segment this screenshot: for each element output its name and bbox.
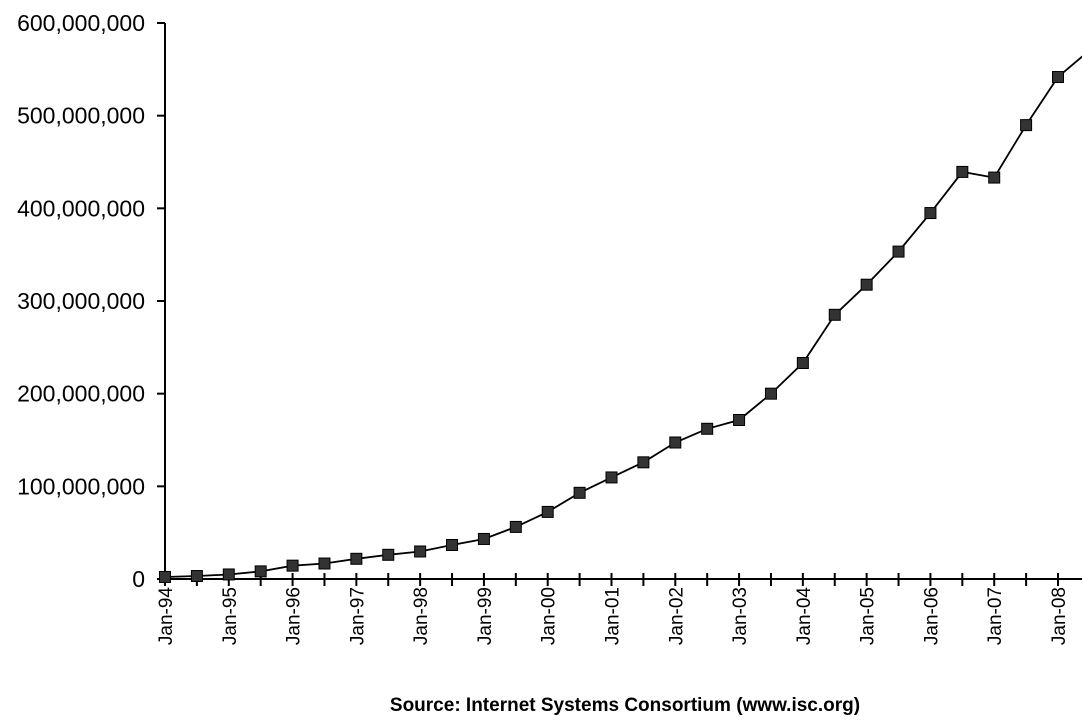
y-tick-label: 400,000,000 [17,195,145,221]
data-point-jan-94 [159,570,171,583]
data-point-jan-06 [924,207,937,220]
data-point-jan-96 [286,559,299,572]
x-tick-label: Jan-03 [730,587,751,645]
x-tick-label: Jan-06 [921,587,942,645]
data-point-jul-01 [637,456,650,469]
data-point-jul-07 [1020,119,1033,132]
data-point-jan-04 [796,356,809,369]
data-point-jul-95 [254,565,267,578]
x-tick-label: Jan-02 [666,587,687,645]
data-point-jul-99 [509,520,522,533]
data-point-jan-00 [541,505,554,518]
x-tick-label: Jan-96 [284,587,305,645]
x-tick-label: Jan-97 [347,587,368,645]
data-point-jan-02 [669,436,682,449]
y-tick-label: 500,000,000 [17,103,145,129]
x-tick-label: Jan-98 [411,587,432,645]
data-point-jan-07 [988,171,1001,184]
data-point-jan-99 [477,532,490,545]
y-tick-label: 300,000,000 [17,288,145,314]
x-tick-label: Jan-99 [475,587,496,645]
x-tick-label: Jan-08 [1049,587,1070,645]
data-point-jan-03 [733,413,746,426]
x-tick-label: Jan-00 [539,587,560,645]
data-point-jul-03 [764,387,777,400]
data-point-jan-05 [860,278,873,291]
y-axis: 0 100,000,000 200,000,000 300,000,000 400,00… [17,10,166,592]
data-point-jul-05 [892,245,905,258]
data-point-jul-06 [956,165,969,178]
y-tick-label: 0 [132,566,145,592]
data-point-jul-96 [318,557,331,570]
data-point-jul-02 [701,422,714,435]
x-tick-label: Jan-95 [220,587,241,645]
data-point-jan-95 [222,568,235,581]
series-line [164,55,1082,578]
data-point-jul-98 [446,538,459,551]
x-tick-label: Jan-01 [603,587,624,645]
series-layer [159,55,1082,583]
y-tick-label: 600,000,000 [17,10,145,36]
y-tick-label: 200,000,000 [17,381,145,407]
x-tick-label: Jan-04 [794,587,815,646]
x-axis: Jan-94 Jan-95 Jan-96 Jan-97 Jan-98 Jan-99 Jan-… [156,573,1082,645]
x-tick-label: Jan-05 [858,587,879,645]
source-note: Source: Internet Systems Consortium (www… [390,695,860,716]
data-point-jul-94 [190,570,203,583]
y-tick-label: 100,000,000 [17,473,145,499]
data-point-jan-08 [1052,71,1064,84]
x-tick-label: Jan-07 [985,587,1006,645]
data-point-jan-01 [605,471,618,484]
data-point-jan-98 [414,545,427,558]
data-point-jan-97 [350,552,363,565]
data-point-jul-97 [382,548,395,561]
x-tick-label: Jan-94 [156,587,177,646]
data-point-jul-00 [573,486,586,499]
data-point-jul-04 [828,308,841,321]
